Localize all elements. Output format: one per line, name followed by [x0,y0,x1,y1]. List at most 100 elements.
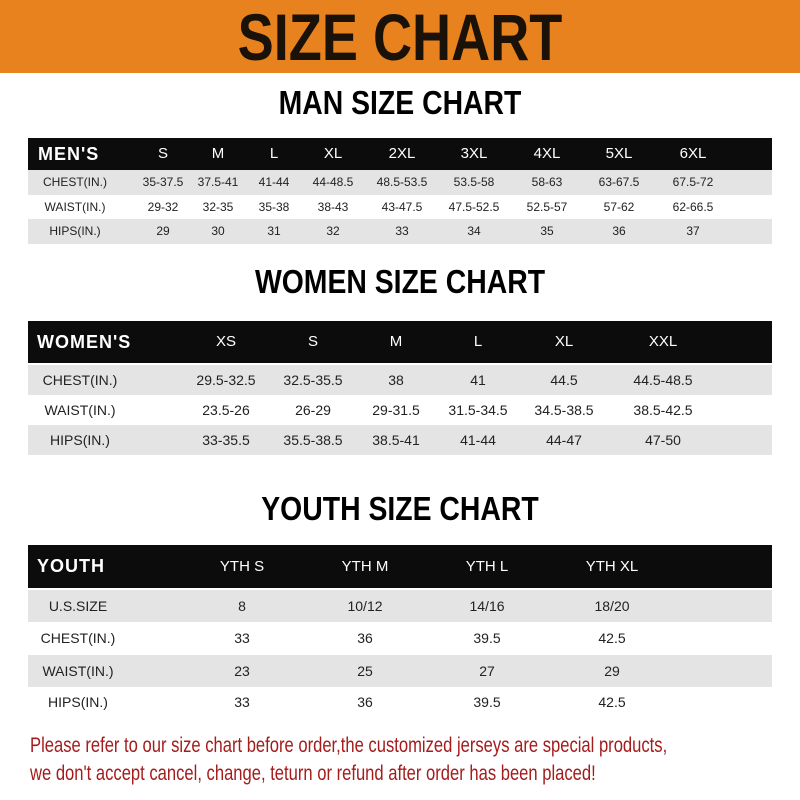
table-cell: 35-37.5 [142,175,184,189]
size-header-cell: M [389,333,403,350]
table-cell: 36 [357,630,373,646]
size-header-cell: 2XL [388,145,416,162]
table-cell: 33 [395,224,409,238]
size-header-cell: XL [323,145,343,162]
table-cell: 38-43 [317,200,349,214]
size-header-cell: 3XL [460,145,488,162]
table-cell: 31.5-34.5 [448,402,508,418]
men-header-label: MEN'S [38,144,100,164]
table-cell: 41-44 [258,175,290,189]
size-header-cell: 4XL [533,145,561,162]
table-cell: 48.5-53.5 [376,175,428,189]
table-cell: 29-32 [147,200,179,214]
table-cell: 33-35.5 [202,432,250,448]
notice-line-2: we don't accept cancel, change, teturn o… [30,762,596,785]
table-cell: 8 [238,598,246,614]
table-cell: 35-38 [258,200,290,214]
table-cell: 18/20 [594,598,630,614]
women-header-row: WOMEN'S XS S M L XL XXL [28,321,772,363]
men-section-title: MAN SIZE CHART [278,84,522,121]
table-cell: 62-66.5 [672,200,714,214]
table-cell: 42.5 [598,630,626,646]
banner-title: SIZE CHART [237,0,563,74]
table-cell: 52.5-57 [526,200,568,214]
table-cell: 14/16 [469,598,505,614]
table-cell: 57-62 [603,200,635,214]
table-cell: 44-47 [546,432,582,448]
youth-header-label: YOUTH [37,556,105,576]
women-section-title: WOMEN SIZE CHART [254,263,546,300]
table-cell: 35 [540,224,554,238]
size-header-cell: XXL [648,333,678,350]
table-cell: 32 [326,224,340,238]
table-cell: 44-48.5 [312,175,354,189]
table-cell: 39.5 [473,694,501,710]
table-cell: 34 [467,224,481,238]
table-row: U.S.SIZE 8 10/12 14/16 18/20 [28,590,772,622]
row-label: HIPS(IN.) [48,694,108,710]
men-header-row: MEN'S S M L XL 2XL 3XL 4XL 5XL 6XL [28,138,772,170]
table-cell: 25 [357,663,373,679]
table-cell: 29 [604,663,620,679]
size-header-cell: YTH M [341,558,389,575]
table-cell: 27 [479,663,495,679]
table-row: HIPS(IN.) 33-35.5 35.5-38.5 38.5-41 41-44 44-… [28,425,772,455]
size-header-cell: L [473,333,483,350]
table-cell: 42.5 [598,694,626,710]
table-cell: 33 [234,630,250,646]
table-cell: 47-50 [645,432,681,448]
table-cell: 29.5-32.5 [196,372,256,388]
table-row: CHEST(IN.) 33 36 39.5 42.5 [28,622,772,655]
row-label: WAIST(IN.) [42,663,114,679]
table-cell: 23.5-26 [202,402,250,418]
table-cell: 36 [357,694,373,710]
row-label: WAIST(IN.) [44,402,116,418]
table-cell: 39.5 [473,630,501,646]
table-row: HIPS(IN.) 33 36 39.5 42.5 [28,687,772,718]
table-cell: 37 [686,224,700,238]
table-row: CHEST(IN.) 29.5-32.5 32.5-35.5 38 41 44.5 44.5… [28,365,772,395]
row-label: CHEST(IN.) [42,372,118,388]
table-row: CHEST(IN.) 35-37.5 37.5-41 41-44 44-48.5 48.5… [28,170,772,195]
row-label: HIPS(IN.) [49,224,101,238]
table-cell: 53.5-58 [453,175,495,189]
row-label: CHEST(IN.) [40,630,116,646]
table-row: WAIST(IN.) 23 25 27 29 [28,655,772,687]
size-chart-banner: SIZE CHART [0,0,800,73]
youth-section-title: YOUTH SIZE CHART [261,490,539,527]
table-cell: 63-67.5 [598,175,640,189]
table-cell: 44.5-48.5 [633,372,693,388]
table-cell: 67.5-72 [672,175,714,189]
table-cell: 38.5-42.5 [633,402,693,418]
table-cell: 38.5-41 [372,432,420,448]
table-cell: 36 [612,224,626,238]
table-cell: 29-31.5 [372,402,420,418]
table-cell: 32.5-35.5 [283,372,343,388]
table-cell: 31 [267,224,281,238]
row-label: CHEST(IN.) [43,175,107,189]
table-row: WAIST(IN.) 23.5-26 26-29 29-31.5 31.5-34.5 34… [28,395,772,425]
table-cell: 23 [234,663,250,679]
table-cell: 37.5-41 [197,175,239,189]
table-cell: 41-44 [460,432,496,448]
table-cell: 34.5-38.5 [534,402,594,418]
table-cell: 29 [156,224,170,238]
size-header-cell: 5XL [605,145,633,162]
table-cell: 26-29 [295,402,331,418]
row-label: HIPS(IN.) [50,432,110,448]
size-header-cell: XS [215,333,237,350]
size-header-cell: S [307,333,319,350]
table-cell: 38 [388,372,404,388]
row-label: WAIST(IN.) [44,200,106,214]
size-header-cell: 6XL [679,145,707,162]
women-header-label: WOMEN'S [37,332,132,352]
size-header-cell: YTH XL [585,558,639,575]
table-cell: 58-63 [531,175,563,189]
size-header-cell: YTH L [465,558,509,575]
table-cell: 44.5 [550,372,578,388]
table-cell: 33 [234,694,250,710]
row-label: U.S.SIZE [48,598,108,614]
table-cell: 10/12 [347,598,383,614]
table-cell: 43-47.5 [381,200,423,214]
size-header-cell: S [157,145,169,162]
